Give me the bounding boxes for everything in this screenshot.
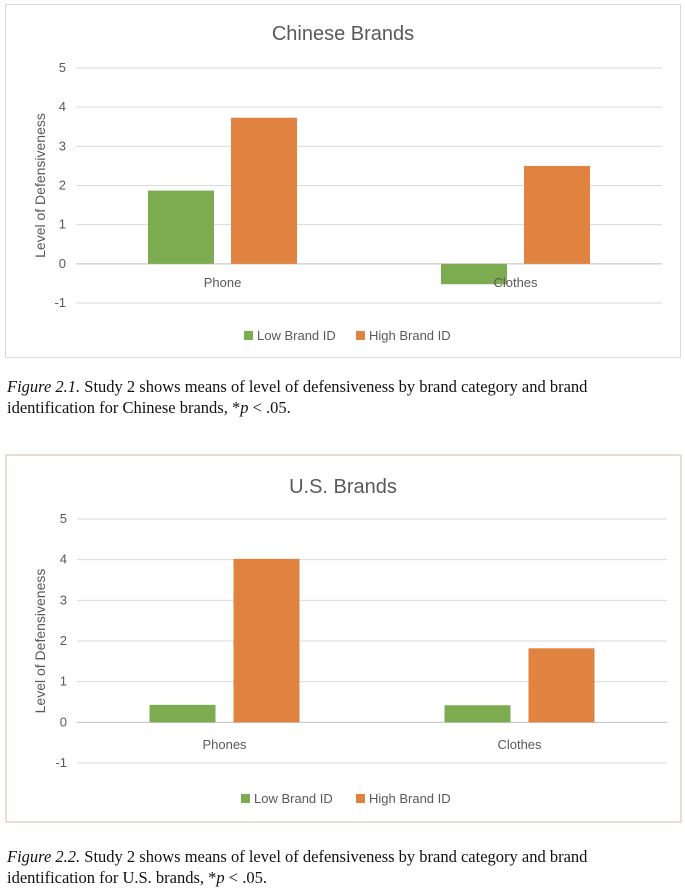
legend-label: Low Brand ID (254, 791, 333, 806)
legend-swatch (356, 331, 365, 340)
y-tick-label: 4 (59, 99, 66, 114)
figure-label: Figure 2.2. (7, 847, 81, 866)
legend-label: Low Brand ID (257, 328, 336, 343)
caption-p-symbol: p (216, 868, 225, 887)
y-tick-label: 3 (60, 592, 67, 607)
y-tick-label: 2 (60, 633, 67, 648)
legend-swatch (244, 331, 253, 340)
y-tick-label: 0 (59, 256, 66, 271)
caption-text: Study 2 shows means of level of defensiv… (7, 847, 588, 887)
bar-low-brand-id (149, 704, 216, 723)
y-tick-label: -1 (55, 755, 67, 770)
y-tick-label: 3 (59, 138, 66, 153)
legend-swatch (241, 794, 250, 803)
x-category-label: Clothes (497, 737, 542, 752)
bar-high-brand-id (231, 117, 297, 264)
y-axis-label: Level of Defensiveness (32, 113, 48, 258)
figure-label: Figure 2.1. (7, 377, 81, 396)
bar-low-brand-id (444, 705, 511, 723)
caption-significance: < .05. (224, 868, 267, 887)
y-tick-label: 0 (60, 714, 67, 729)
x-category-label: Phones (202, 737, 247, 752)
chart-panel-us-brands: U.S. Brands -1 0 1 2 3 4 5 Level of Defensivenes… (5, 454, 682, 823)
bar-high-brand-id (528, 648, 595, 723)
chart-chinese-brands: Chinese Brands -1 0 1 2 3 4 5 Level of Defensive… (32, 23, 662, 343)
chart-title: Chinese Brands (272, 23, 414, 45)
bar-high-brand-id (524, 165, 590, 264)
chart-panel-chinese-brands: Chinese Brands -1 0 1 2 3 4 5 Level of Defensive… (5, 4, 681, 358)
figure-caption: Figure 2.2. Study 2 shows means of level… (7, 846, 677, 888)
x-category-label: Phone (204, 275, 242, 290)
y-tick-label: 4 (60, 552, 67, 567)
y-axis-label: Level of Defensiveness (32, 569, 48, 714)
caption-significance: < .05. (248, 398, 291, 417)
y-tick-label: 5 (60, 511, 67, 526)
bar-high-brand-id (233, 558, 300, 723)
figure-caption: Figure 2.1. Study 2 shows means of level… (7, 376, 677, 418)
x-category-label: Clothes (493, 275, 538, 290)
y-tick-label: 1 (60, 674, 67, 689)
caption-p-symbol: p (240, 398, 249, 417)
caption-text: Study 2 shows means of level of defensiv… (7, 377, 588, 417)
chart-title: U.S. Brands (289, 476, 397, 498)
y-tick-label: 5 (59, 60, 66, 75)
y-tick-label: -1 (54, 295, 66, 310)
legend-label: High Brand ID (369, 328, 451, 343)
bar-low-brand-id (148, 190, 214, 264)
bar-low-brand-id (441, 263, 507, 285)
chart-us-brands: U.S. Brands -1 0 1 2 3 4 5 Level of Defensivenes… (32, 476, 667, 806)
y-tick-label: 2 (59, 178, 66, 193)
legend-label: High Brand ID (369, 791, 451, 806)
legend-swatch (356, 794, 365, 803)
y-tick-label: 1 (59, 217, 66, 232)
